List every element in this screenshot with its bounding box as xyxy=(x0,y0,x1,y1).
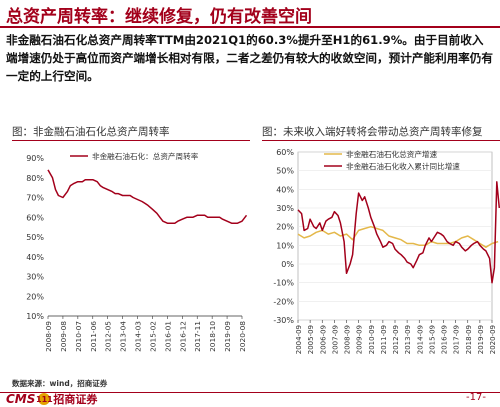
chart2-y-tick-label: 10% xyxy=(276,241,294,250)
chart2-y-tick-label: -30% xyxy=(273,316,294,325)
chart2-series-line-1 xyxy=(297,225,499,248)
chart1-x-tick-label: 2019-09 xyxy=(223,321,232,352)
chart2-x-tick-label: 2004-09 xyxy=(295,325,303,354)
chart2-legend-label-1: 非金融石油石化总资产增速 xyxy=(346,149,438,159)
chart2-x-tick-label: 2014-09 xyxy=(416,325,424,354)
chart2-x-tick-label: 2011-09 xyxy=(380,325,388,354)
chart2-frame xyxy=(297,151,493,321)
chart2-y-tick-label: 60% xyxy=(276,148,294,157)
chart2-x-tick-label: 2005-09 xyxy=(307,325,315,354)
chart1-x-tick-label: 2014-03 xyxy=(134,321,143,352)
chart1-series-line-1 xyxy=(47,169,248,224)
chart2-x-tick-label: 2012-09 xyxy=(392,325,400,354)
logo-chinese-name: 招商证券 xyxy=(53,393,98,406)
chart1-title-divider xyxy=(12,140,250,141)
chart1-title: 图：非金融石油石化总资产周转率 xyxy=(12,126,170,138)
chart2-x-tick-label: 2007-09 xyxy=(331,325,339,354)
data-source-note: 数据来源：wind，招商证券 xyxy=(12,379,108,388)
chart1-x-tick-label: 2016-12 xyxy=(178,321,187,352)
brand-logo: CMS 111 招商证券 xyxy=(6,392,97,406)
chart2-y-tick-label: -20% xyxy=(273,297,294,306)
chart2-title-divider xyxy=(262,140,500,141)
chart1-y-tick-label: 20% xyxy=(26,292,44,301)
chart2-title: 图：未来收入端好转将会带动总资产周转率修复 xyxy=(262,126,483,138)
chart1-x-tick-label: 2012-05 xyxy=(104,321,113,352)
chart1-y-tick-label: 80% xyxy=(26,174,44,183)
chart2-x-tick-label: 2006-09 xyxy=(319,325,327,354)
chart1-x-tick-label: 2009-08 xyxy=(59,321,68,352)
page-title: 总资产周转率：继续修复，仍有改善空间 xyxy=(6,7,312,27)
chart2-x-tick-label: 2020-09 xyxy=(489,325,497,354)
chart2-y-tick-label: 40% xyxy=(276,185,294,194)
chart1-x-tick-label: 2013-04 xyxy=(119,321,128,352)
chart2-x-tick-label: 2008-09 xyxy=(344,325,352,354)
chart2-x-tick-label: 2019-09 xyxy=(477,325,485,354)
chart2-y-tick-label: -10% xyxy=(273,279,294,288)
chart2-y-tick-label: 20% xyxy=(276,223,294,232)
chart2-y-tick-label: 0% xyxy=(281,260,294,269)
summary-paragraph: 非金融石油石化总资产周转率TTM由2021Q1的60.3%提升至H1的61.9%… xyxy=(6,33,493,83)
chart2-plot: 60% 50% 40% 30% 20% 10% 0% -10% -20% -30%2004-09 2… xyxy=(273,148,500,354)
chart2-x-tick-label: 2009-09 xyxy=(356,325,364,354)
chart2-x-tick-label: 2018-09 xyxy=(465,325,473,354)
logo-badge-icon: 111 xyxy=(36,393,53,405)
chart2-y-tick-label: 30% xyxy=(276,204,294,213)
chart1-y-tick-label: 10% xyxy=(26,312,44,321)
chart1-plot: 90% 80% 70% 60% 50% 40% 30% 20% 10%2008-09 2009-0… xyxy=(26,151,248,352)
chart1-x-tick-label: 2017-11 xyxy=(193,321,202,352)
logo-wordmark: CMS xyxy=(6,392,36,406)
chart2-series-line-2 xyxy=(297,181,500,284)
chart1-x-tick-label: 2016-01 xyxy=(163,321,172,352)
chart2-x-tick-label: 2010-09 xyxy=(368,325,376,354)
chart1-x-tick-label: 2008-09 xyxy=(44,321,53,352)
chart2-x-tick-label: 2016-09 xyxy=(441,325,449,354)
chart2-x-tick-label: 2015-09 xyxy=(428,325,436,354)
chart1-y-tick-label: 70% xyxy=(26,194,44,203)
chart1-x-tick-label: 2011-06 xyxy=(89,321,98,352)
page-number: -17- xyxy=(466,392,486,403)
chart1-legend-label-1: 非金融石油石化：总资产周转率 xyxy=(92,151,199,161)
chart1-y-tick-label: 90% xyxy=(26,154,44,163)
chart1-y-tick-label: 50% xyxy=(26,233,44,242)
chart2-x-tick-label: 2017-09 xyxy=(453,325,461,354)
chart1-x-tick-label: 2018-10 xyxy=(208,321,217,352)
footer-divider xyxy=(0,392,500,393)
chart2-y-tick-label: 50% xyxy=(276,167,294,176)
chart1-x-tick-label: 2020-08 xyxy=(238,321,247,352)
chart1-x-tick-label: 2010-07 xyxy=(74,321,83,352)
chart1-y-tick-label: 40% xyxy=(26,253,44,262)
chart1-y-tick-label: 60% xyxy=(26,213,44,222)
chart1-x-tick-label: 2015-02 xyxy=(148,321,157,352)
chart2-legend-label-2: 非金融石油石化收入累计同比增速 xyxy=(346,161,460,171)
chart1-y-tick-label: 30% xyxy=(26,273,44,282)
chart2-x-tick-label: 2013-09 xyxy=(404,325,412,354)
title-divider xyxy=(0,26,500,28)
